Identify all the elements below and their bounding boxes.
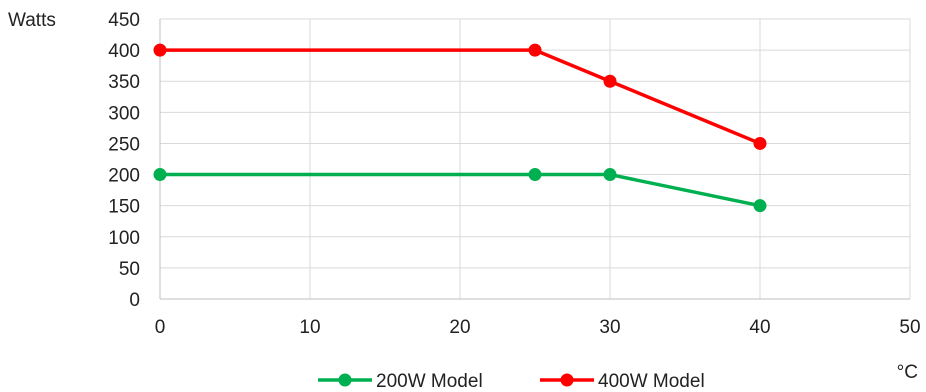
y-axis-title: Watts [8,10,56,31]
x-tick-label: 30 [599,317,620,338]
y-tick-label: 0 [129,290,140,311]
y-tick-label: 100 [108,228,140,249]
tick-label-layer: 0 50 100 150 200 250 300 350 400 450 0 10 20 30 40 50 [108,10,920,338]
y-tick-label: 300 [108,103,140,124]
series-200w-model [153,168,767,213]
series-line-200w-model [160,172,761,208]
data-point-400w-model [603,74,617,88]
x-tick-label: 50 [899,317,920,338]
data-point-200w-model [528,168,542,182]
axis-layer [159,19,910,300]
x-tick-label: 20 [449,317,470,338]
legend-swatch-marker [338,373,352,387]
data-point-200w-model [753,199,767,213]
y-tick-label: 150 [108,197,140,218]
y-tick-label: 200 [108,166,140,187]
data-point-400w-model [153,43,167,57]
data-point-200w-model [603,168,617,182]
legend-item-400w-model: 400W Model [540,371,705,392]
legend: 200W Model 400W Model [318,371,705,392]
grid-layer [160,18,911,299]
legend-label: 400W Model [598,371,705,392]
data-point-200w-model [153,168,167,182]
series-400w-model [153,43,767,150]
y-tick-label: 450 [108,10,140,31]
y-tick-label: 50 [119,259,140,280]
legend-label: 200W Model [376,371,483,392]
x-tick-label: 40 [749,317,770,338]
y-tick-label: 350 [108,72,140,93]
x-tick-label: 10 [299,317,320,338]
data-point-400w-model [528,43,542,57]
y-tick-label: 250 [108,134,140,155]
legend-swatch-marker [560,373,574,387]
x-axis-title: °C [897,362,918,383]
x-tick-label: 0 [155,317,166,338]
y-tick-label: 400 [108,41,140,62]
series-layer [153,43,767,213]
series-line-400w-model [160,48,761,146]
legend-item-200w-model: 200W Model [318,371,483,392]
data-point-400w-model [753,136,767,150]
